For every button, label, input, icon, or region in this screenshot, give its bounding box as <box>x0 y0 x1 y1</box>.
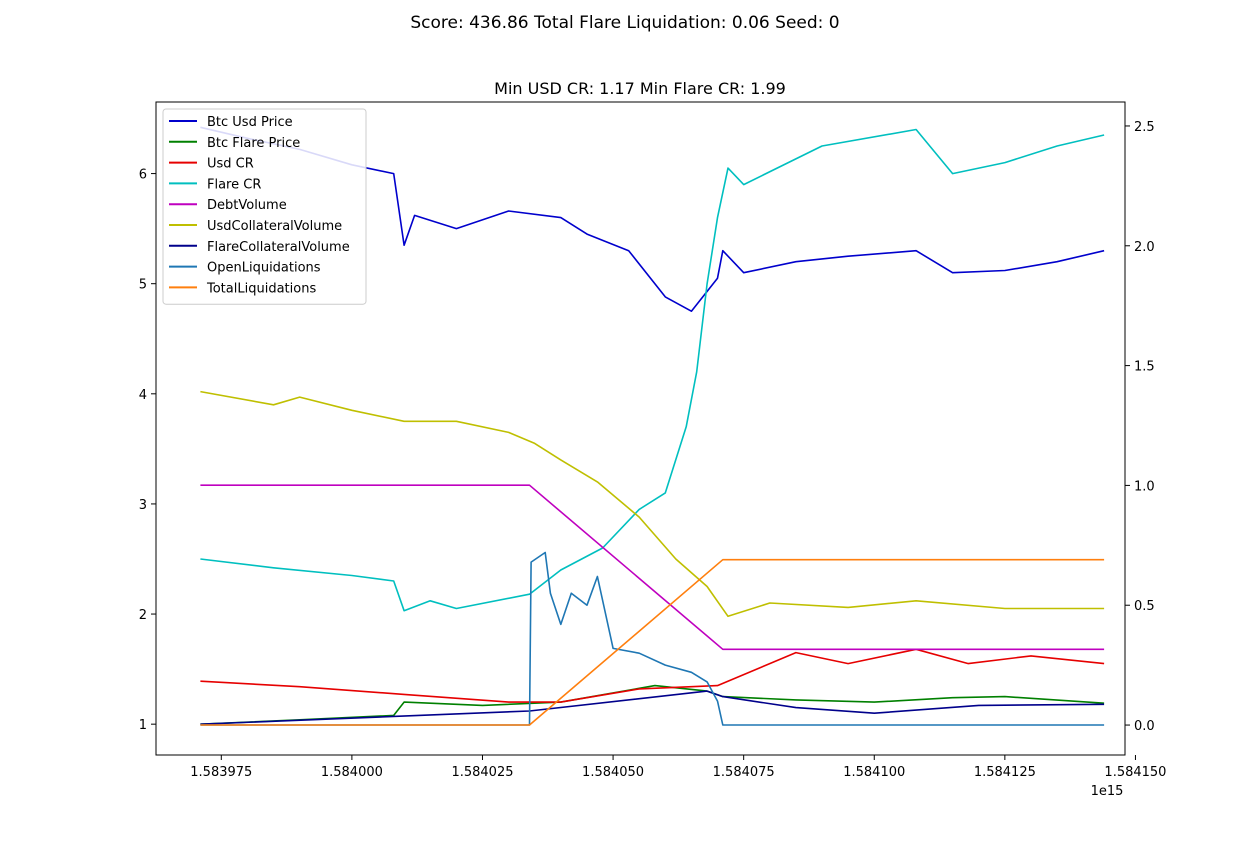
legend-label: Btc Usd Price <box>207 115 293 130</box>
x-tick-label: 1.583975 <box>190 765 252 780</box>
legend-label: TotalLiquidations <box>206 281 316 296</box>
y-right-tick-label: 2.0 <box>1134 240 1155 255</box>
x-tick-label: 1.584000 <box>321 765 383 780</box>
legend-label: Usd CR <box>207 157 254 172</box>
legend: Btc Usd Price Btc Flare Price Usd CR Flare … <box>162 108 367 305</box>
y-left-tick-label: 6 <box>139 168 147 183</box>
series-line-usd-cr <box>200 648 1105 703</box>
y-left-tick-label: 1 <box>139 718 147 733</box>
legend-label: FlareCollateralVolume <box>207 240 350 255</box>
y-right-tick-label: 2.5 <box>1134 120 1155 135</box>
y-right-tick-label: 0.0 <box>1134 719 1155 734</box>
x-tick-label: 1.584025 <box>451 765 513 780</box>
series-line-debtvolume <box>200 484 1105 651</box>
y-left-tick-label: 3 <box>139 498 147 513</box>
x-tick-label: 1.584125 <box>974 765 1036 780</box>
x-axis: 1.583975 1.584000 1.584025 1.584050 1.584075… <box>190 755 1166 780</box>
x-tick-label: 1.584075 <box>713 765 775 780</box>
y-left-tick-label: 5 <box>139 278 147 293</box>
y-left-tick-label: 4 <box>139 388 147 403</box>
figure-suptitle: Score: 436.86 Total Flare Liquidation: 0… <box>410 13 840 33</box>
x-tick-label: 1.584150 <box>1104 765 1166 780</box>
x-tick-label: 1.584100 <box>843 765 905 780</box>
series-line-flare-cr <box>200 128 1105 612</box>
y-left-tick-label: 2 <box>139 608 147 623</box>
y-right-tick-label: 0.5 <box>1134 599 1155 614</box>
series-line-btc-flare-price <box>200 684 1105 725</box>
series-line-usdcollateralvolume <box>200 390 1105 618</box>
legend-label: DebtVolume <box>207 198 287 213</box>
legend-label: OpenLiquidations <box>207 261 321 276</box>
axes-title: Min USD CR: 1.17 Min Flare CR: 1.99 <box>494 79 786 98</box>
series-line-btc-usd-price <box>200 126 1105 313</box>
legend-label: Btc Flare Price <box>207 136 300 151</box>
legend-label: Flare CR <box>207 177 261 192</box>
x-offset-label: 1e15 <box>1091 784 1124 799</box>
series-layer <box>200 126 1105 726</box>
series-line-openliquidations <box>200 551 1105 726</box>
y-axis-right: 0.0 0.5 1.0 1.5 2.0 2.5 <box>1125 120 1155 734</box>
legend-box <box>162 108 367 305</box>
x-tick-label: 1.584050 <box>582 765 644 780</box>
legend-label: UsdCollateralVolume <box>207 219 342 234</box>
y-axis-left: 1 2 3 4 5 6 <box>139 168 156 733</box>
series-line-flarecollateralvolume <box>200 690 1105 725</box>
y-right-tick-label: 1.5 <box>1134 360 1155 375</box>
series-line-totalliquidations <box>200 558 1105 726</box>
plot-frame <box>155 101 1126 756</box>
y-right-tick-label: 1.0 <box>1134 479 1155 494</box>
